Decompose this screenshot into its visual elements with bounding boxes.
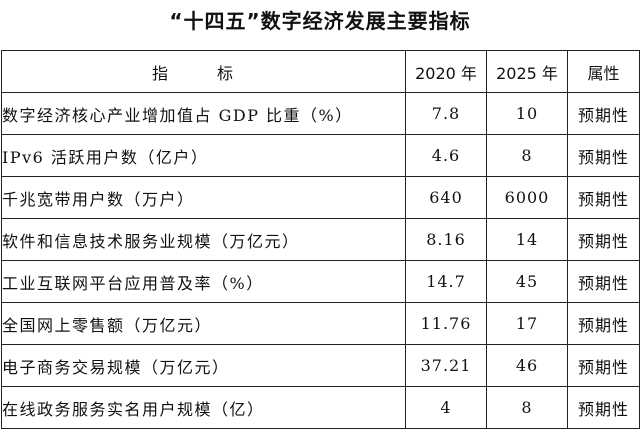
table-row: 电子商务交易规模（万亿元） 37.21 46 预期性	[1, 344, 640, 387]
value-2020: 7.8	[405, 92, 487, 135]
value-2025: 45	[486, 260, 568, 303]
value-2025: 14	[486, 218, 568, 261]
value-2020: 14.7	[405, 260, 487, 303]
column-header-attribute: 属性	[567, 50, 640, 93]
table-row: 全国网上零售额（万亿元） 11.76 17 预期性	[1, 302, 640, 345]
table-row: 数字经济核心产业增加值占 GDP 比重（%） 7.8 10 预期性	[1, 92, 640, 135]
table-row: 工业互联网平台应用普及率（%） 14.7 45 预期性	[1, 260, 640, 303]
value-2020: 8.16	[405, 218, 487, 261]
value-2020: 4.6	[405, 134, 487, 177]
indicators-table: 指 标 2020 年 2025 年 属性 数字经济核心产业增加值占 GDP 比重…	[1, 50, 640, 429]
indicator-name: 工业互联网平台应用普及率（%）	[1, 260, 406, 303]
page-title: “十四五”数字经济发展主要指标	[169, 9, 471, 33]
table-row: 千兆宽带用户数（万户） 640 6000 预期性	[1, 176, 640, 219]
indicator-attribute: 预期性	[567, 176, 640, 219]
value-2025: 10	[486, 92, 568, 135]
table-header-row: 指 标 2020 年 2025 年 属性	[1, 50, 640, 93]
value-2020: 11.76	[405, 302, 487, 345]
table-row: 软件和信息技术服务业规模（万亿元） 8.16 14 预期性	[1, 218, 640, 261]
value-2020: 37.21	[405, 344, 487, 387]
table-row: 在线政务服务实名用户规模（亿） 4 8 预期性	[1, 386, 640, 429]
indicator-name: 数字经济核心产业增加值占 GDP 比重（%）	[1, 92, 406, 135]
column-header-2020: 2020 年	[405, 50, 487, 93]
value-2020: 4	[405, 386, 487, 429]
indicator-attribute: 预期性	[567, 344, 640, 387]
value-2025: 6000	[486, 176, 568, 219]
indicator-attribute: 预期性	[567, 134, 640, 177]
indicator-name: 在线政务服务实名用户规模（亿）	[1, 386, 406, 429]
table-row: IPv6 活跃用户数（亿户） 4.6 8 预期性	[1, 134, 640, 177]
indicator-attribute: 预期性	[567, 92, 640, 135]
indicator-attribute: 预期性	[567, 386, 640, 429]
value-2025: 8	[486, 386, 568, 429]
value-2025: 8	[486, 134, 568, 177]
indicator-name: 全国网上零售额（万亿元）	[1, 302, 406, 345]
indicator-attribute: 预期性	[567, 302, 640, 345]
indicator-name: IPv6 活跃用户数（亿户）	[1, 134, 406, 177]
indicator-name: 软件和信息技术服务业规模（万亿元）	[1, 218, 406, 261]
value-2020: 640	[405, 176, 487, 219]
indicator-attribute: 预期性	[567, 218, 640, 261]
indicator-name: 电子商务交易规模（万亿元）	[1, 344, 406, 387]
column-header-indicator: 指 标	[1, 50, 406, 93]
indicator-attribute: 预期性	[567, 260, 640, 303]
column-header-2025: 2025 年	[486, 50, 568, 93]
value-2025: 17	[486, 302, 568, 345]
indicator-name: 千兆宽带用户数（万户）	[1, 176, 406, 219]
value-2025: 46	[486, 344, 568, 387]
